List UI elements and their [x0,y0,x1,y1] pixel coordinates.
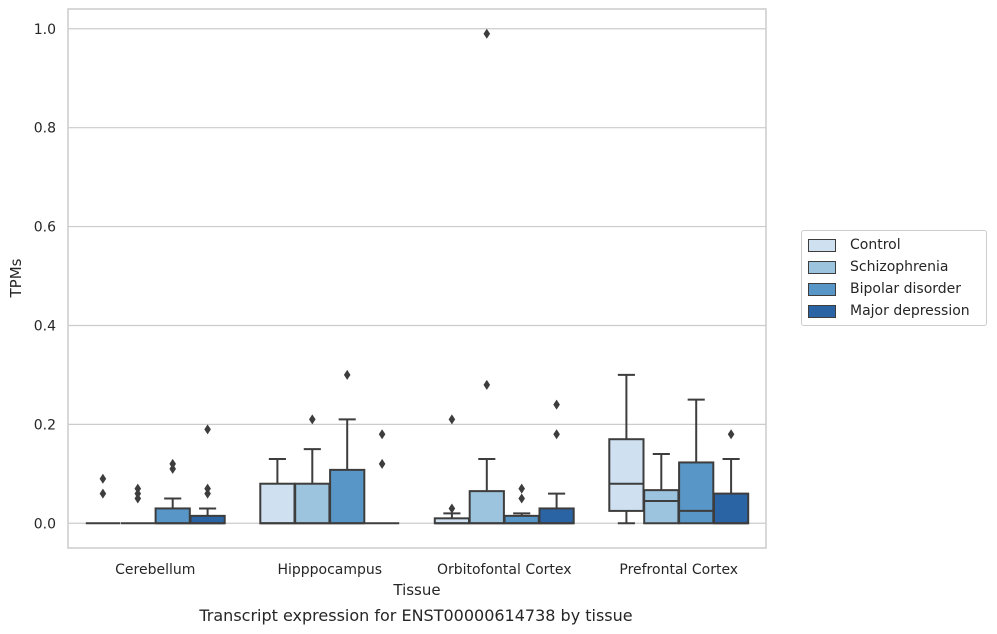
box-body-control-hipppocampus [259,482,296,525]
box-bipolar-disorder-prefrontal-cortex [678,398,715,525]
box-body-bipolar-disorder-orbitofontal-cortex [503,514,540,525]
legend-swatch-schizophrenia [808,260,836,274]
legend-swatch-control [808,238,836,252]
box-schizophrenia-hipppocampus [294,414,331,525]
y-axis-label: TPMs [7,258,25,298]
outlier-major-depression-orbitofontal-cortex-0 [553,429,560,440]
box-schizophrenia-prefrontal-cortex [643,453,680,525]
box-bipolar-disorder-orbitofontal-cortex [503,483,540,525]
box-schizophrenia-cerebellum [120,483,155,525]
outlier-major-depression-orbitofontal-cortex-1 [553,399,560,410]
box-control-prefrontal-cortex [608,373,645,525]
outlier-schizophrenia-cerebellum-2 [134,483,142,494]
outlier-schizophrenia-orbitofontal-cortex-1 [483,28,491,39]
plot-frame [67,8,767,549]
legend-item-bipolar-disorder: Bipolar disorder [808,278,961,300]
box-body-schizophrenia-prefrontal-cortex [643,489,680,525]
outlier-schizophrenia-orbitofontal-cortex-0 [483,379,491,390]
box-body-bipolar-disorder-hipppocampus [329,468,366,525]
x-tick-prefrontal-cortex: Prefrontal Cortex [619,562,738,578]
outlier-major-depression-cerebellum-2 [204,424,211,435]
outlier-schizophrenia-hipppocampus-0 [309,414,316,425]
box-body-control-prefrontal-cortex [608,438,645,512]
box-bipolar-disorder-hipppocampus [329,369,366,525]
legend-item-major-depression: Major depression [808,300,970,322]
outlier-control-orbitofontal-cortex-0 [448,503,456,514]
y-tick-0-2: 0.2 [34,417,56,433]
y-tick-0-4: 0.4 [34,318,56,334]
legend-swatch-major-depression [808,304,836,318]
outlier-major-depression-hipppocampus-0 [378,458,386,469]
box-control-hipppocampus [259,457,296,525]
outlier-control-cerebellum-0 [99,488,107,499]
outlier-major-depression-prefrontal-cortex-0 [727,429,735,440]
box-major-depression-hipppocampus [364,429,400,525]
legend-item-schizophrenia: Schizophrenia [808,256,948,278]
box-schizophrenia-orbitofontal-cortex [468,28,505,525]
legend-label-schizophrenia: Schizophrenia [850,259,949,275]
y-tick-1-0: 1.0 [34,22,56,38]
box-body-major-depression-cerebellum [189,514,226,525]
box-body-major-depression-orbitofontal-cortex [538,507,575,525]
box-plots [85,28,750,525]
box-body-schizophrenia-hipppocampus [294,482,331,525]
x-tick-orbitofontal-cortex: Orbitofontal Cortex [437,562,572,578]
box-body-bipolar-disorder-prefrontal-cortex [678,461,715,525]
legend-item-control: Control [808,234,901,256]
figure-caption: Transcript expression for ENST0000061473… [199,606,633,625]
box-body-major-depression-prefrontal-cortex [712,492,750,525]
box-major-depression-prefrontal-cortex [712,429,750,525]
outlier-control-cerebellum-1 [99,473,107,484]
box-bipolar-disorder-cerebellum [154,458,191,525]
y-tick-0-8: 0.8 [34,121,56,137]
box-body-bipolar-disorder-cerebellum [154,507,191,525]
y-tick-0-6: 0.6 [34,220,56,236]
legend: Control Schizophrenia Bipolar disorder M… [801,230,987,326]
legend-label-control: Control [850,237,901,253]
outlier-bipolar-disorder-orbitofontal-cortex-0 [518,493,525,504]
box-body-schizophrenia-orbitofontal-cortex [468,490,505,525]
outlier-major-depression-hipppocampus-1 [378,429,386,440]
y-tick-labels: 0.0 0.2 0.4 0.6 0.8 1.0 [34,22,56,532]
box-major-depression-orbitofontal-cortex [538,399,575,525]
legend-label-bipolar-disorder: Bipolar disorder [850,281,962,297]
x-axis-label: Tissue [392,581,440,599]
outlier-control-orbitofontal-cortex-1 [448,414,456,425]
x-tick-labels: Cerebellum Hipppocampus Orbitofontal Corte… [115,562,738,578]
legend-label-major-depression: Major depression [850,303,970,319]
x-tick-hipppocampus: Hipppocampus [277,562,382,578]
outlier-bipolar-disorder-orbitofontal-cortex-1 [518,483,525,494]
outlier-bipolar-disorder-cerebellum-1 [169,458,176,469]
box-major-depression-cerebellum [189,424,226,525]
x-tick-cerebellum: Cerebellum [115,562,195,578]
box-control-orbitofontal-cortex [433,414,471,525]
legend-swatch-bipolar-disorder [808,282,836,296]
outlier-major-depression-cerebellum-1 [204,483,211,494]
y-tick-0-0: 0.0 [34,516,56,532]
outlier-bipolar-disorder-hipppocampus-0 [343,369,351,380]
plot-area [68,9,766,548]
box-control-cerebellum [85,473,121,525]
